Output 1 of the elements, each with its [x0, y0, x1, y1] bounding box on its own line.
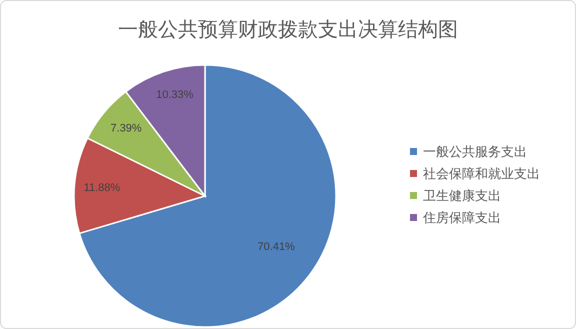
title: 一般公共预算财政拨款支出决算结构图: [118, 19, 458, 41]
